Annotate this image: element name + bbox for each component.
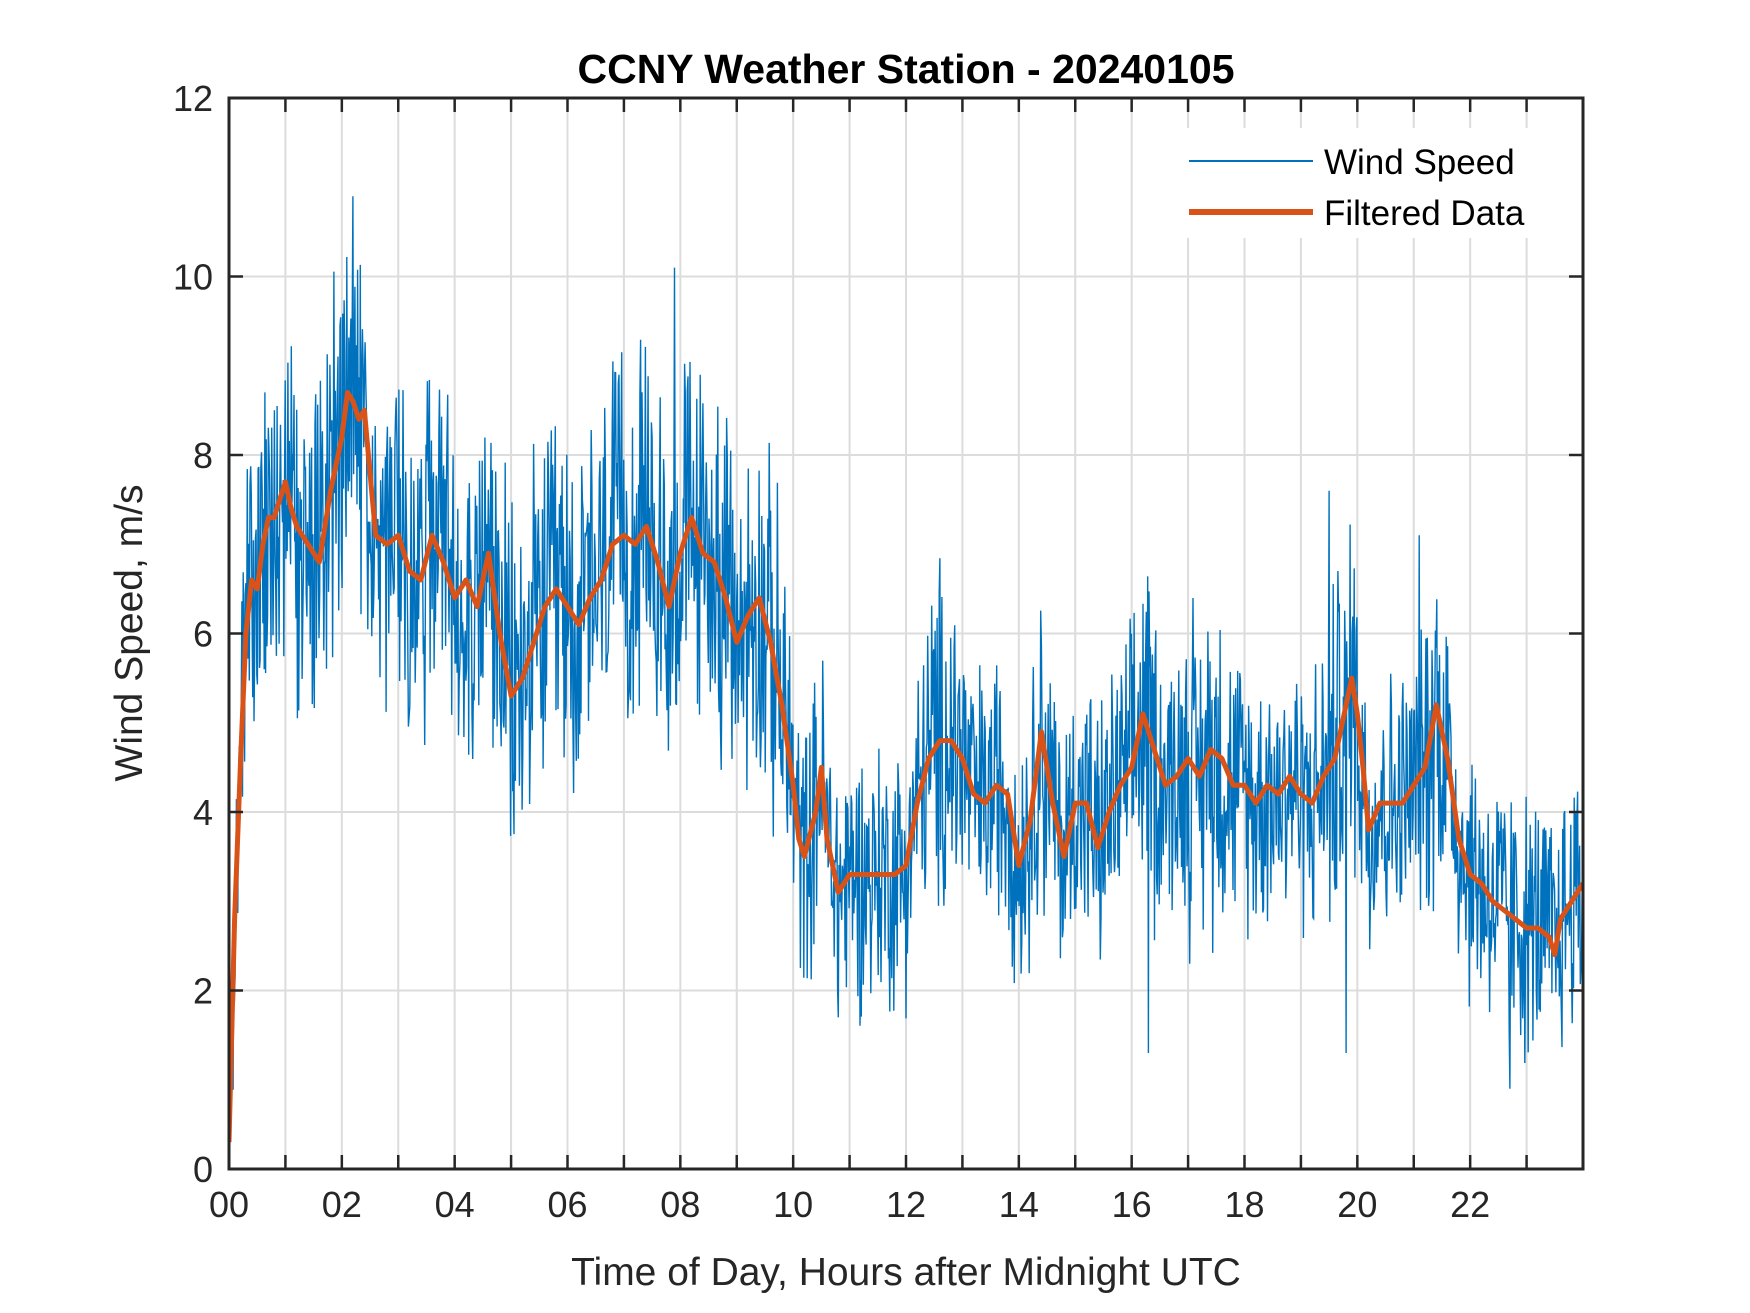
legend-label-filtered-data: Filtered Data — [1324, 194, 1525, 233]
axes-box — [227, 96, 1585, 1171]
y-tick-label: 0 — [193, 1149, 213, 1190]
x-tick-label: 02 — [322, 1184, 362, 1225]
x-tick-label: 00 — [209, 1184, 249, 1225]
y-tick-label: 8 — [193, 435, 213, 476]
x-tick-label: 20 — [1337, 1184, 1377, 1225]
x-tick-label: 10 — [773, 1184, 813, 1225]
legend: Wind Speed Filtered Data — [1175, 128, 1575, 238]
x-tick-label: 16 — [1112, 1184, 1152, 1225]
y-tick-label: 2 — [193, 971, 213, 1012]
legend-box — [1175, 128, 1575, 238]
series-line-wind-speed — [229, 196, 1583, 1098]
series-line-filtered-data — [229, 390, 1583, 1143]
y-tick-label: 6 — [193, 614, 213, 655]
x-tick-label: 22 — [1450, 1184, 1490, 1225]
y-tick-label: 12 — [173, 78, 213, 119]
y-axis-label: Wind Speed, m/s — [108, 485, 151, 782]
legend-label-wind-speed: Wind Speed — [1324, 143, 1515, 182]
axis-ticks — [229, 96, 1583, 1171]
y-tick-labels: 0 2 4 6 8 10 12 — [173, 78, 213, 1190]
chart-title: CCNY Weather Station - 20240105 — [577, 46, 1234, 92]
x-tick-label: 08 — [660, 1184, 700, 1225]
x-tick-labels: 00 02 04 06 08 10 12 14 16 18 20 22 — [209, 1184, 1490, 1225]
x-tick-label: 18 — [1224, 1184, 1264, 1225]
y-tick-label: 4 — [193, 792, 213, 833]
y-tick-label: 10 — [173, 257, 213, 298]
x-tick-label: 06 — [547, 1184, 587, 1225]
grid-lines — [229, 98, 1583, 1169]
x-tick-label: 14 — [999, 1184, 1039, 1225]
x-axis-label: Time of Day, Hours after Midnight UTC — [571, 1251, 1241, 1294]
x-tick-label: 04 — [435, 1184, 475, 1225]
x-tick-label: 12 — [886, 1184, 926, 1225]
